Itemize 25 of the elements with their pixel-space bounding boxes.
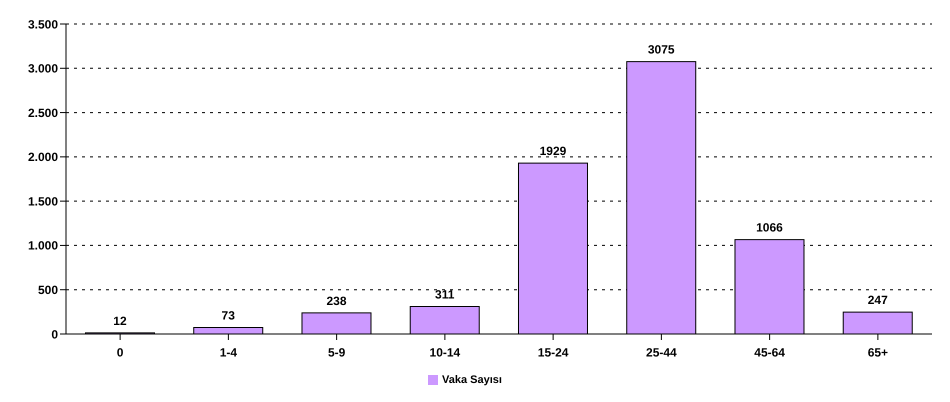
x-tick-label: 0 <box>116 346 124 360</box>
x-tick-label: 25-44 <box>646 346 678 360</box>
x-tick-label: 45-64 <box>754 346 786 360</box>
data-label: 1929 <box>540 144 567 158</box>
x-tick-label: 10-14 <box>430 346 461 360</box>
data-label: 1066 <box>756 220 784 235</box>
legend-label: Vaka Sayısı <box>442 374 502 386</box>
y-tick-label: 1.500 <box>28 194 58 208</box>
y-tick-label: 1.000 <box>28 238 58 253</box>
x-tick-label: 1-4 <box>220 346 238 360</box>
y-tick-label: 2.500 <box>28 106 58 120</box>
data-label: 238 <box>326 294 347 308</box>
data-label: 12 <box>113 314 127 328</box>
y-tick-label: 0 <box>51 327 58 342</box>
y-tick-label: 2.000 <box>28 150 58 164</box>
x-tick-label: 5-9 <box>328 346 346 360</box>
x-tick-label: 65+ <box>868 346 888 360</box>
data-label: 247 <box>868 293 888 308</box>
data-label: 311 <box>435 287 455 302</box>
y-tick-label: 3.000 <box>28 62 58 76</box>
data-label: 3075 <box>648 42 675 57</box>
x-tick-label: 15-24 <box>538 346 569 360</box>
y-tick-label: 3.500 <box>28 17 58 32</box>
data-label: 73 <box>222 308 236 323</box>
y-tick-label: 500 <box>38 282 58 297</box>
